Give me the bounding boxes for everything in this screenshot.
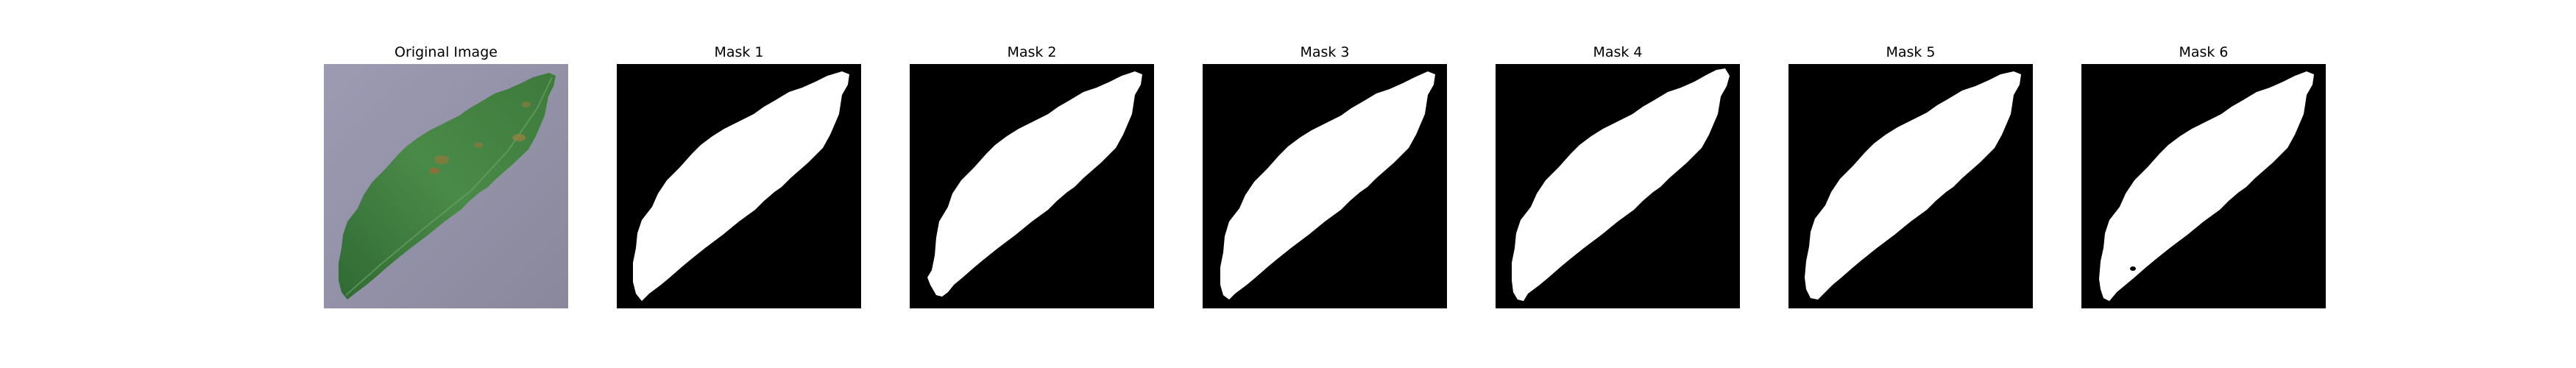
mask-image — [1203, 64, 1447, 308]
mask-image — [617, 64, 861, 308]
panel-title: Mask 4 — [1593, 44, 1643, 60]
panel-title: Mask 5 — [1886, 44, 1936, 60]
mask-image — [1496, 64, 1740, 308]
panel-title: Mask 3 — [1300, 44, 1350, 60]
panel-title: Mask 2 — [1007, 44, 1057, 60]
panel-title: Mask 1 — [714, 44, 764, 60]
panel-title: Original Image — [394, 44, 498, 60]
original-leaf-image — [324, 64, 568, 308]
mask-image — [2081, 64, 2326, 308]
panel-title: Mask 6 — [2179, 44, 2229, 60]
mask-image — [1788, 64, 2033, 308]
mask-image — [910, 64, 1154, 308]
